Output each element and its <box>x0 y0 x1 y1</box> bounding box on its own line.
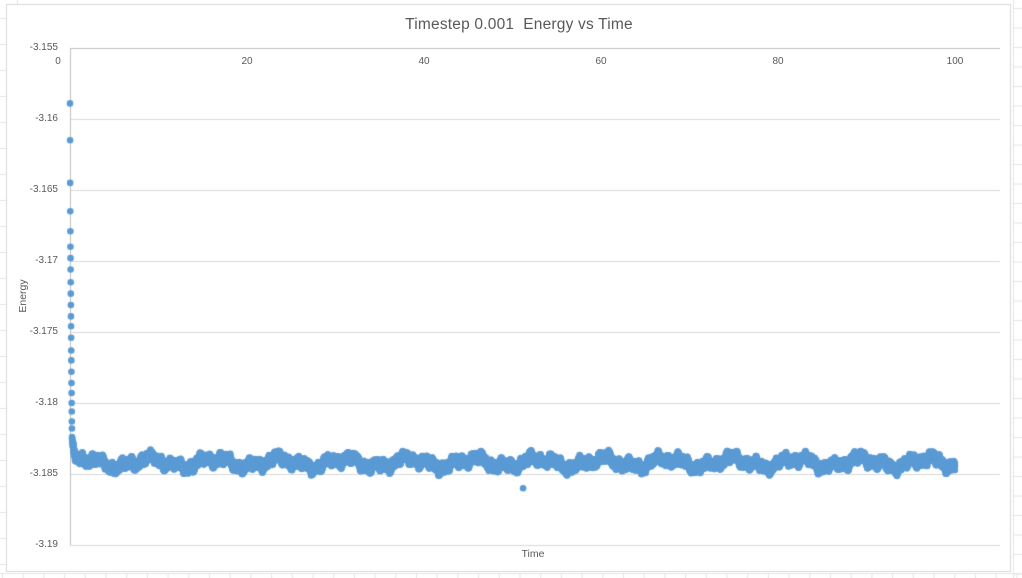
y-tick-label: -3.16 <box>35 113 58 124</box>
x-axis-title: Time <box>521 548 545 560</box>
y-tick-label: -3.18 <box>35 397 58 408</box>
y-tick-label: -3.17 <box>35 255 58 266</box>
x-tick-label: 0 <box>55 56 61 67</box>
x-tick-label: 60 <box>595 56 607 67</box>
x-tick-label: 40 <box>418 56 430 67</box>
y-tick-label: -3.155 <box>29 42 58 53</box>
x-tick-label: 20 <box>241 56 253 67</box>
y-axis-title: Energy <box>17 279 29 313</box>
chart-title: Timestep 0.001 Energy vs Time <box>405 16 633 33</box>
x-tick-label: 80 <box>772 56 784 67</box>
y-tick-label: -3.185 <box>29 468 58 479</box>
y-tick-label: -3.165 <box>29 184 58 195</box>
y-tick-label: -3.19 <box>35 539 58 550</box>
x-tick-label: 100 <box>946 56 964 67</box>
y-tick-label: -3.175 <box>29 326 58 337</box>
